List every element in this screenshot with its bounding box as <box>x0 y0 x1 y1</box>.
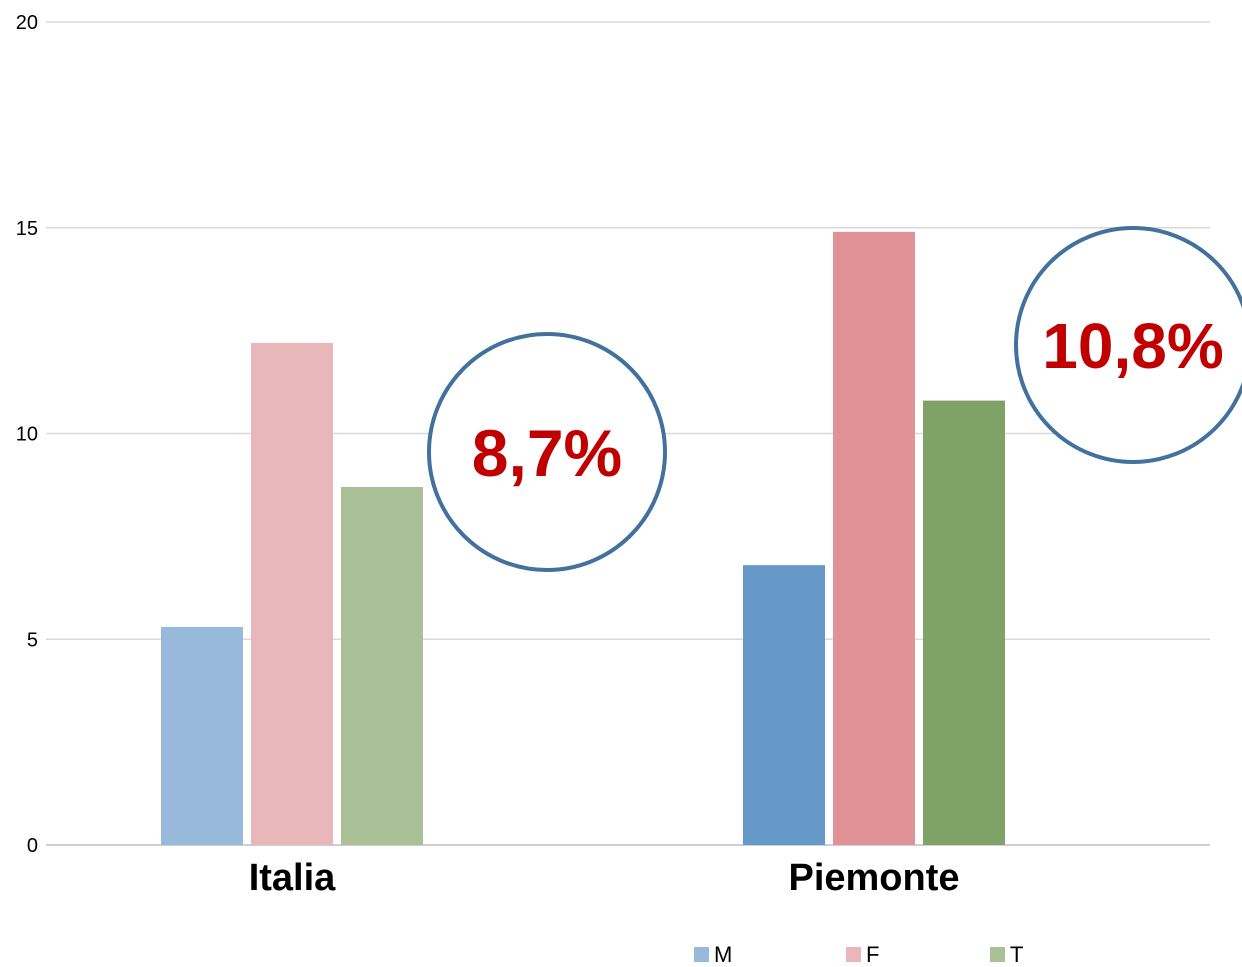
callout-circle <box>1014 226 1242 464</box>
category-label-piemonte: Piemonte <box>788 857 959 899</box>
legend-label-f: F <box>866 942 879 967</box>
callouts: 8,7% 10,8% <box>427 226 1242 572</box>
y-tick-label: 20 <box>16 12 38 34</box>
bar-t-piemonte <box>923 400 1005 845</box>
bar-m-piemonte <box>743 565 825 845</box>
legend-label-m: M <box>714 942 732 967</box>
category-label-italia: Italia <box>249 857 336 899</box>
y-tick-label: 5 <box>27 629 38 651</box>
y-axis-tick-labels: 0 5 10 15 20 <box>16 12 38 857</box>
legend-label-t: T <box>1010 942 1023 967</box>
legend-swatch-t <box>990 947 1005 962</box>
legend-swatch-f <box>846 947 861 962</box>
bar-f-italia <box>251 342 333 845</box>
callout-value: 10,8% <box>1042 310 1223 382</box>
y-tick-label: 15 <box>16 218 38 240</box>
bar-m-italia <box>161 626 243 845</box>
bar-t-italia <box>341 486 423 845</box>
x-axis-category-labels: Italia Piemonte <box>249 857 960 899</box>
bar-f-piemonte <box>833 231 915 846</box>
y-tick-label: 0 <box>27 835 38 857</box>
callout-value: 8,7% <box>472 416 622 490</box>
legend-swatch-m <box>694 947 709 962</box>
y-tick-label: 10 <box>16 424 38 446</box>
callout-circle <box>427 332 667 572</box>
bars <box>161 231 1005 846</box>
